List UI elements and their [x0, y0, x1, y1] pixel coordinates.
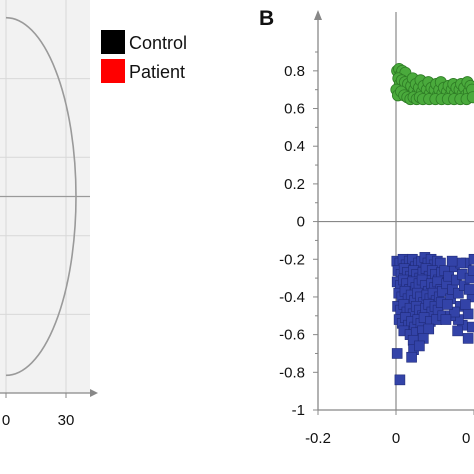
blue-square-point [468, 253, 474, 265]
panel-b-y-tick-label: -0.8 [279, 364, 305, 381]
panel-b-y-tick-label: -0.2 [279, 251, 305, 268]
blue-square-point [406, 351, 417, 363]
blue-square-point [451, 274, 462, 286]
panel-a-x-tick-labels: 0 30 [2, 393, 75, 429]
panel-b-y-tick-label: 0.4 [284, 138, 305, 155]
blue-square-point [449, 306, 460, 318]
panel-b-y-tick-label: 0.6 [284, 101, 305, 118]
panel-b-label: B [259, 7, 274, 30]
blue-square-point [467, 265, 474, 276]
legend-swatch-patient [101, 59, 125, 83]
panel-b-scatter-plot: B 0.8 0.6 0.4 0.2 0 -0.2 -0.4 -0.6 -0.8 -1 -0.2 0 0 [259, 7, 474, 447]
legend-label-control: Control [129, 33, 187, 53]
blue-square-point [462, 333, 474, 344]
panel-b-data-points [390, 62, 474, 386]
blue-square-point [464, 284, 474, 295]
panel-b-y-tick-label: 0 [297, 214, 305, 231]
blue-square-point [460, 299, 471, 310]
panel-b-x-tick-label: 0 [462, 430, 470, 447]
legend-swatch-control [101, 30, 125, 54]
blue-square-point [391, 348, 403, 359]
panel-a-x-axis [0, 389, 98, 397]
blue-square-point [462, 308, 474, 320]
blue-square-point [394, 374, 406, 386]
blue-square-point [440, 314, 452, 325]
panel-b-y-tick-labels: 0.8 0.6 0.4 0.2 0 -0.2 -0.4 -0.6 -0.8 -1 [279, 51, 318, 419]
panel-b-x-tick-label: -0.2 [305, 430, 331, 447]
panel-b-y-axis-arrow [314, 10, 322, 20]
panel-a-scatter-plot: 0 30 [0, 0, 98, 429]
panel-b-y-tick-label: 0.8 [284, 63, 305, 80]
panel-b-y-tick-label: -1 [292, 402, 305, 419]
panel-a-x-axis-arrow [90, 389, 98, 397]
panel-a-x-tick-label: 30 [58, 412, 75, 429]
blue-square-point [452, 325, 463, 337]
legend-label-patient: Patient [129, 62, 185, 82]
blue-square-point [446, 255, 458, 267]
panel-b-x-tick-label: 0 [392, 430, 400, 447]
panel-b-y-tick-label: -0.4 [279, 289, 305, 306]
blue-square-point [414, 340, 425, 352]
panel-b-x-tick-labels: -0.2 0 0 [305, 410, 474, 447]
panel-a-x-tick-label: 0 [2, 412, 10, 429]
panel-b-y-tick-label: 0.2 [284, 176, 305, 193]
legend: Control Patient [101, 30, 187, 83]
blue-square-point [453, 287, 464, 299]
blue-square-point [423, 323, 435, 335]
blue-square-point [442, 299, 453, 310]
panel-b-y-tick-label: -0.6 [279, 327, 305, 344]
green-circle-point [466, 91, 474, 104]
blue-square-point [467, 321, 474, 333]
